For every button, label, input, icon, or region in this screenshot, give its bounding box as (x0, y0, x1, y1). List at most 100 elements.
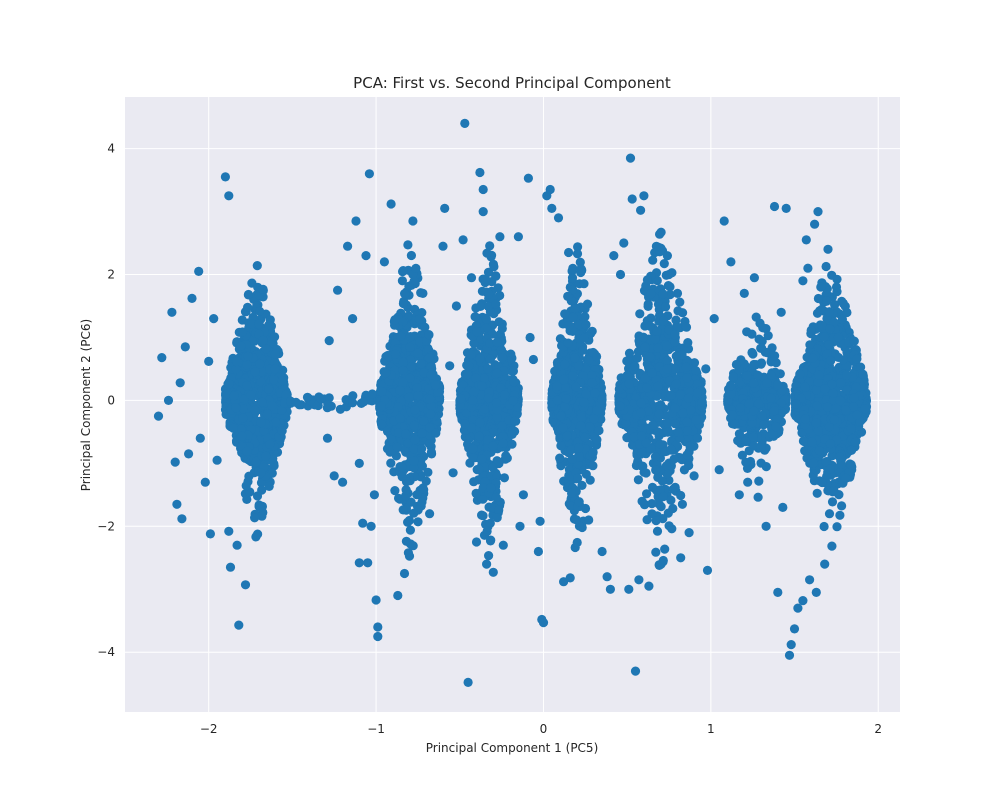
data-point (430, 380, 441, 390)
data-point (673, 427, 683, 437)
data-point (488, 441, 498, 451)
data-point (485, 241, 495, 251)
data-point (236, 424, 246, 434)
data-point (762, 378, 772, 388)
data-point (651, 516, 661, 526)
data-point (661, 461, 672, 471)
data-point (731, 359, 742, 370)
data-point (254, 500, 264, 510)
data-point (397, 276, 407, 286)
data-point (251, 456, 261, 467)
data-point (489, 262, 499, 272)
data-point (480, 274, 491, 284)
data-point (766, 393, 776, 403)
data-point (497, 323, 507, 334)
data-point (564, 321, 574, 331)
data-point (499, 390, 510, 400)
data-point (585, 475, 595, 485)
data-point (481, 314, 491, 324)
data-point (483, 301, 493, 312)
data-point (650, 452, 661, 462)
data-point (562, 431, 572, 441)
data-point (660, 544, 670, 554)
data-point (403, 240, 413, 250)
data-point (754, 476, 764, 486)
data-point (401, 536, 411, 546)
data-point (472, 326, 482, 337)
data-point (479, 404, 489, 414)
data-point (636, 448, 647, 458)
data-point (560, 402, 570, 412)
data-point (633, 475, 644, 485)
data-point (415, 337, 425, 347)
data-point (510, 416, 520, 426)
data-point (651, 241, 662, 251)
data-points (153, 118, 872, 688)
data-point (576, 267, 586, 278)
data-point (749, 378, 759, 388)
data-point (383, 350, 393, 361)
data-point (417, 444, 427, 454)
data-point (484, 551, 494, 561)
data-point (483, 393, 493, 403)
data-point (560, 359, 570, 369)
data-point (485, 518, 495, 528)
data-point (425, 438, 435, 448)
data-point (463, 369, 473, 379)
data-point (395, 385, 405, 396)
data-point (587, 378, 597, 388)
data-point (566, 501, 576, 511)
data-point (238, 413, 248, 423)
data-point (243, 289, 254, 300)
data-point (270, 349, 280, 359)
data-point (398, 377, 408, 387)
data-point (250, 367, 260, 377)
data-point (563, 338, 573, 348)
data-point (749, 359, 759, 370)
data-point (412, 383, 422, 393)
data-point (556, 460, 566, 471)
data-point (656, 227, 666, 237)
data-point (471, 373, 481, 383)
data-point (493, 283, 503, 293)
data-point (264, 481, 274, 491)
data-point (682, 417, 692, 427)
data-point (647, 368, 657, 378)
data-point (270, 332, 280, 342)
data-point (250, 405, 260, 415)
data-point (486, 483, 496, 493)
data-point (571, 382, 581, 392)
data-point (474, 431, 484, 441)
data-point (255, 359, 265, 369)
data-point (585, 422, 595, 432)
data-point (507, 439, 517, 449)
data-point (827, 497, 838, 507)
data-point (659, 316, 669, 326)
data-point (483, 364, 493, 374)
data-point (471, 488, 481, 498)
data-point (658, 289, 668, 299)
data-point (578, 345, 588, 355)
data-point (679, 465, 690, 475)
data-point (498, 438, 508, 448)
data-point (771, 421, 781, 432)
data-point (257, 397, 267, 407)
data-point (624, 348, 635, 358)
data-point (253, 529, 263, 539)
data-point (425, 394, 435, 404)
data-point (433, 387, 443, 397)
data-point (691, 366, 701, 376)
data-point (615, 401, 625, 411)
data-point (386, 458, 396, 468)
data-point (559, 374, 569, 385)
data-point (576, 421, 586, 431)
data-point (408, 541, 418, 551)
data-point (648, 255, 658, 265)
data-point (573, 361, 584, 371)
data-point (574, 497, 584, 507)
data-point (277, 426, 287, 436)
data-point (584, 354, 594, 365)
data-point (397, 462, 407, 472)
